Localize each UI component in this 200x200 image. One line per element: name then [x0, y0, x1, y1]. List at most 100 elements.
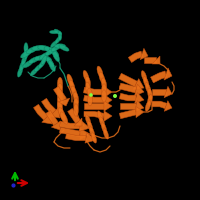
- Ellipse shape: [88, 94, 92, 106]
- Ellipse shape: [19, 61, 25, 71]
- Polygon shape: [59, 121, 80, 129]
- Polygon shape: [42, 114, 52, 124]
- Polygon shape: [119, 93, 136, 101]
- Ellipse shape: [91, 133, 97, 143]
- Polygon shape: [104, 86, 112, 98]
- Ellipse shape: [60, 112, 68, 124]
- Ellipse shape: [145, 83, 151, 93]
- Ellipse shape: [89, 93, 93, 97]
- Polygon shape: [164, 68, 172, 80]
- Polygon shape: [152, 89, 166, 95]
- Polygon shape: [152, 101, 167, 109]
- Polygon shape: [74, 118, 82, 126]
- Ellipse shape: [39, 60, 45, 68]
- Ellipse shape: [17, 67, 23, 77]
- Ellipse shape: [30, 68, 38, 76]
- Polygon shape: [50, 108, 60, 118]
- Polygon shape: [133, 79, 144, 89]
- Ellipse shape: [57, 77, 63, 91]
- Ellipse shape: [148, 88, 152, 100]
- Ellipse shape: [74, 104, 78, 116]
- Ellipse shape: [38, 45, 50, 51]
- Polygon shape: [83, 87, 104, 95]
- Polygon shape: [164, 101, 172, 111]
- Ellipse shape: [57, 101, 63, 115]
- Ellipse shape: [59, 108, 65, 120]
- Polygon shape: [152, 56, 160, 64]
- Ellipse shape: [143, 77, 149, 87]
- Polygon shape: [51, 121, 61, 130]
- Ellipse shape: [51, 45, 61, 51]
- Polygon shape: [164, 86, 172, 98]
- Polygon shape: [34, 104, 48, 120]
- Ellipse shape: [74, 98, 78, 110]
- Ellipse shape: [97, 66, 103, 78]
- Ellipse shape: [41, 55, 47, 65]
- Ellipse shape: [102, 84, 106, 96]
- Ellipse shape: [54, 44, 66, 48]
- Polygon shape: [104, 101, 112, 111]
- Ellipse shape: [85, 115, 91, 125]
- Polygon shape: [84, 103, 104, 109]
- Ellipse shape: [69, 80, 75, 92]
- Ellipse shape: [40, 55, 52, 61]
- Ellipse shape: [59, 45, 69, 51]
- Ellipse shape: [88, 88, 92, 100]
- Polygon shape: [83, 95, 104, 103]
- Ellipse shape: [141, 71, 147, 81]
- Polygon shape: [119, 83, 137, 93]
- Ellipse shape: [21, 55, 27, 65]
- Ellipse shape: [44, 47, 56, 53]
- Polygon shape: [58, 98, 70, 106]
- Polygon shape: [80, 128, 90, 140]
- Ellipse shape: [50, 30, 58, 34]
- Polygon shape: [84, 111, 105, 119]
- Ellipse shape: [89, 127, 95, 137]
- Polygon shape: [151, 71, 167, 83]
- Polygon shape: [119, 73, 137, 87]
- Polygon shape: [79, 121, 90, 131]
- Ellipse shape: [26, 46, 38, 54]
- Polygon shape: [104, 94, 112, 106]
- Ellipse shape: [49, 47, 59, 57]
- Ellipse shape: [34, 64, 42, 72]
- Ellipse shape: [57, 83, 63, 97]
- Ellipse shape: [24, 43, 28, 53]
- Ellipse shape: [101, 78, 107, 90]
- Polygon shape: [46, 110, 58, 126]
- Ellipse shape: [73, 92, 79, 104]
- Ellipse shape: [145, 101, 151, 111]
- Ellipse shape: [34, 56, 46, 60]
- Ellipse shape: [99, 72, 105, 84]
- Ellipse shape: [49, 61, 55, 71]
- Ellipse shape: [39, 52, 49, 60]
- Ellipse shape: [52, 50, 60, 62]
- Polygon shape: [128, 51, 143, 62]
- Ellipse shape: [55, 36, 61, 44]
- Ellipse shape: [71, 86, 77, 98]
- Polygon shape: [54, 86, 66, 102]
- Polygon shape: [120, 103, 136, 109]
- Ellipse shape: [102, 90, 106, 102]
- Ellipse shape: [113, 94, 117, 98]
- Ellipse shape: [21, 50, 31, 58]
- Ellipse shape: [97, 111, 103, 121]
- Ellipse shape: [58, 32, 62, 40]
- Polygon shape: [140, 48, 148, 60]
- Polygon shape: [42, 98, 56, 114]
- Polygon shape: [68, 108, 80, 124]
- Ellipse shape: [99, 117, 105, 127]
- Polygon shape: [135, 84, 144, 96]
- Polygon shape: [59, 127, 81, 137]
- Polygon shape: [104, 111, 112, 121]
- Ellipse shape: [29, 57, 39, 63]
- Polygon shape: [119, 109, 137, 119]
- Polygon shape: [85, 133, 96, 143]
- Ellipse shape: [57, 95, 63, 109]
- Ellipse shape: [46, 57, 54, 67]
- Ellipse shape: [23, 60, 33, 68]
- Polygon shape: [144, 57, 156, 63]
- Ellipse shape: [32, 45, 44, 51]
- Ellipse shape: [54, 29, 62, 35]
- Ellipse shape: [83, 70, 89, 82]
